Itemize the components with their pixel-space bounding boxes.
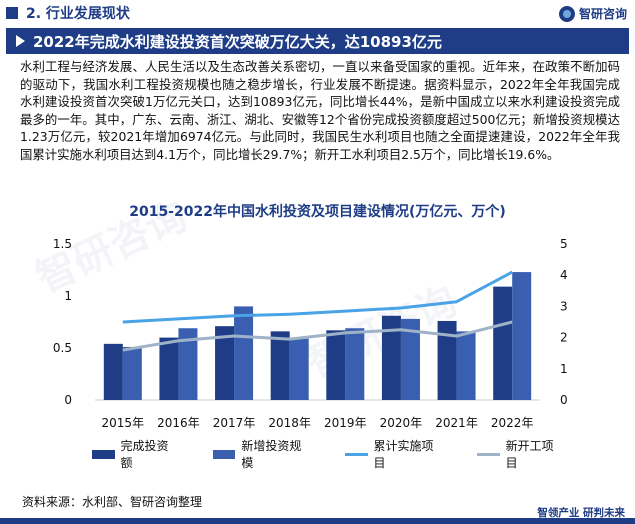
y-right-tick-label: 4 (560, 268, 568, 282)
legend-line (477, 452, 500, 456)
chart-legend: 完成投资额 新增投资规模 累计实施项目 新开工项目 (92, 439, 562, 470)
legend-label: 完成投资额 (120, 439, 169, 470)
x-tick-label: 2020年 (380, 416, 423, 430)
y-left-tick-label: 0.5 (53, 341, 72, 355)
bar-completed (103, 343, 123, 400)
legend-label: 新增投资规模 (241, 439, 302, 470)
top-bar: 2. 行业发展现状 智研咨询 (0, 0, 635, 26)
source-note: 资料来源：水利部、智研咨询整理 (22, 495, 203, 509)
y-left-tick-label: 1.5 (53, 237, 72, 251)
footer-bar (0, 518, 635, 524)
y-left-tick-label: 1 (64, 289, 72, 303)
bar-new-scale (122, 346, 142, 400)
x-tick-label: 2017年 (213, 416, 256, 430)
y-right-tick-label: 1 (560, 362, 568, 376)
legend-swatch (92, 449, 115, 459)
footer-slogan: 智领产业 研判未来 (537, 507, 625, 519)
y-right-tick-label: 2 (560, 331, 568, 345)
chart-plot: 0 0.5 1 1.5 0 1 2 3 4 5 2015年 2016年 2017年 2018年 2019年 2… (53, 237, 568, 430)
bar-new-scale (289, 338, 309, 400)
bar-new-scale (400, 318, 420, 400)
y-right-tick-label: 0 (560, 393, 568, 407)
x-tick-label: 2022年 (491, 416, 534, 430)
bar-completed (159, 337, 179, 400)
brand-logo: 智研咨询 (558, 5, 627, 22)
bar-completed (381, 315, 401, 400)
section-label: 2. 行业发展现状 (26, 6, 130, 22)
bar-new-scale (234, 306, 254, 400)
bar-completed (326, 330, 346, 400)
bar-completed (270, 331, 290, 400)
legend-label: 累计实施项目 (373, 439, 434, 470)
bar-completed (215, 326, 235, 400)
x-tick-label: 2016年 (157, 416, 200, 430)
x-tick-label: 2018年 (268, 416, 311, 430)
bar-completed (493, 286, 513, 400)
section-title: 2. 行业发展现状 (0, 3, 300, 23)
bar-new-scale (178, 328, 198, 400)
x-tick-label: 2021年 (435, 416, 478, 430)
bar-new-scale (345, 328, 365, 400)
legend-line (345, 452, 368, 456)
chart-title: 2015-2022年中国水利投资及项目建设情况(万亿元、万个) (129, 204, 506, 220)
legend-item-completed: 完成投资额 (92, 437, 177, 471)
logo-icon (558, 5, 575, 22)
y-right-tick-label: 5 (560, 237, 568, 251)
x-tick-label: 2019年 (324, 416, 367, 430)
line-cumulative-projects (122, 270, 513, 324)
headline-banner: 2022年完成水利建设投资首次突破万亿大关，达10893亿元 (6, 28, 629, 54)
logo-text: 智研咨询 (578, 7, 627, 21)
y-right-tick-label: 3 (560, 299, 568, 313)
bar-new-scale (456, 331, 476, 400)
legend-label: 新开工项目 (505, 439, 554, 470)
line-new-projects (122, 320, 513, 352)
legend-item-cumulative-projects: 累计实施项目 (345, 437, 441, 471)
arrow-right-icon (16, 35, 25, 47)
x-tick-label: 2015年 (102, 416, 145, 430)
body-paragraph: 水利工程与经济发展、人民生活以及生态改善关系密切，一直以来备受国家的重视。近年来… (20, 59, 620, 162)
legend-swatch (212, 449, 236, 459)
y-left-tick-label: 0 (64, 393, 72, 407)
bar-new-scale (512, 272, 532, 400)
bar-completed (437, 320, 457, 400)
legend-item-new-projects: 新开工项目 (477, 437, 562, 471)
legend-item-new-scale: 新增投资规模 (212, 437, 309, 471)
section-square-icon (6, 7, 18, 19)
headline-title: 2022年完成水利建设投资首次突破万亿大关，达10893亿元 (33, 32, 442, 51)
